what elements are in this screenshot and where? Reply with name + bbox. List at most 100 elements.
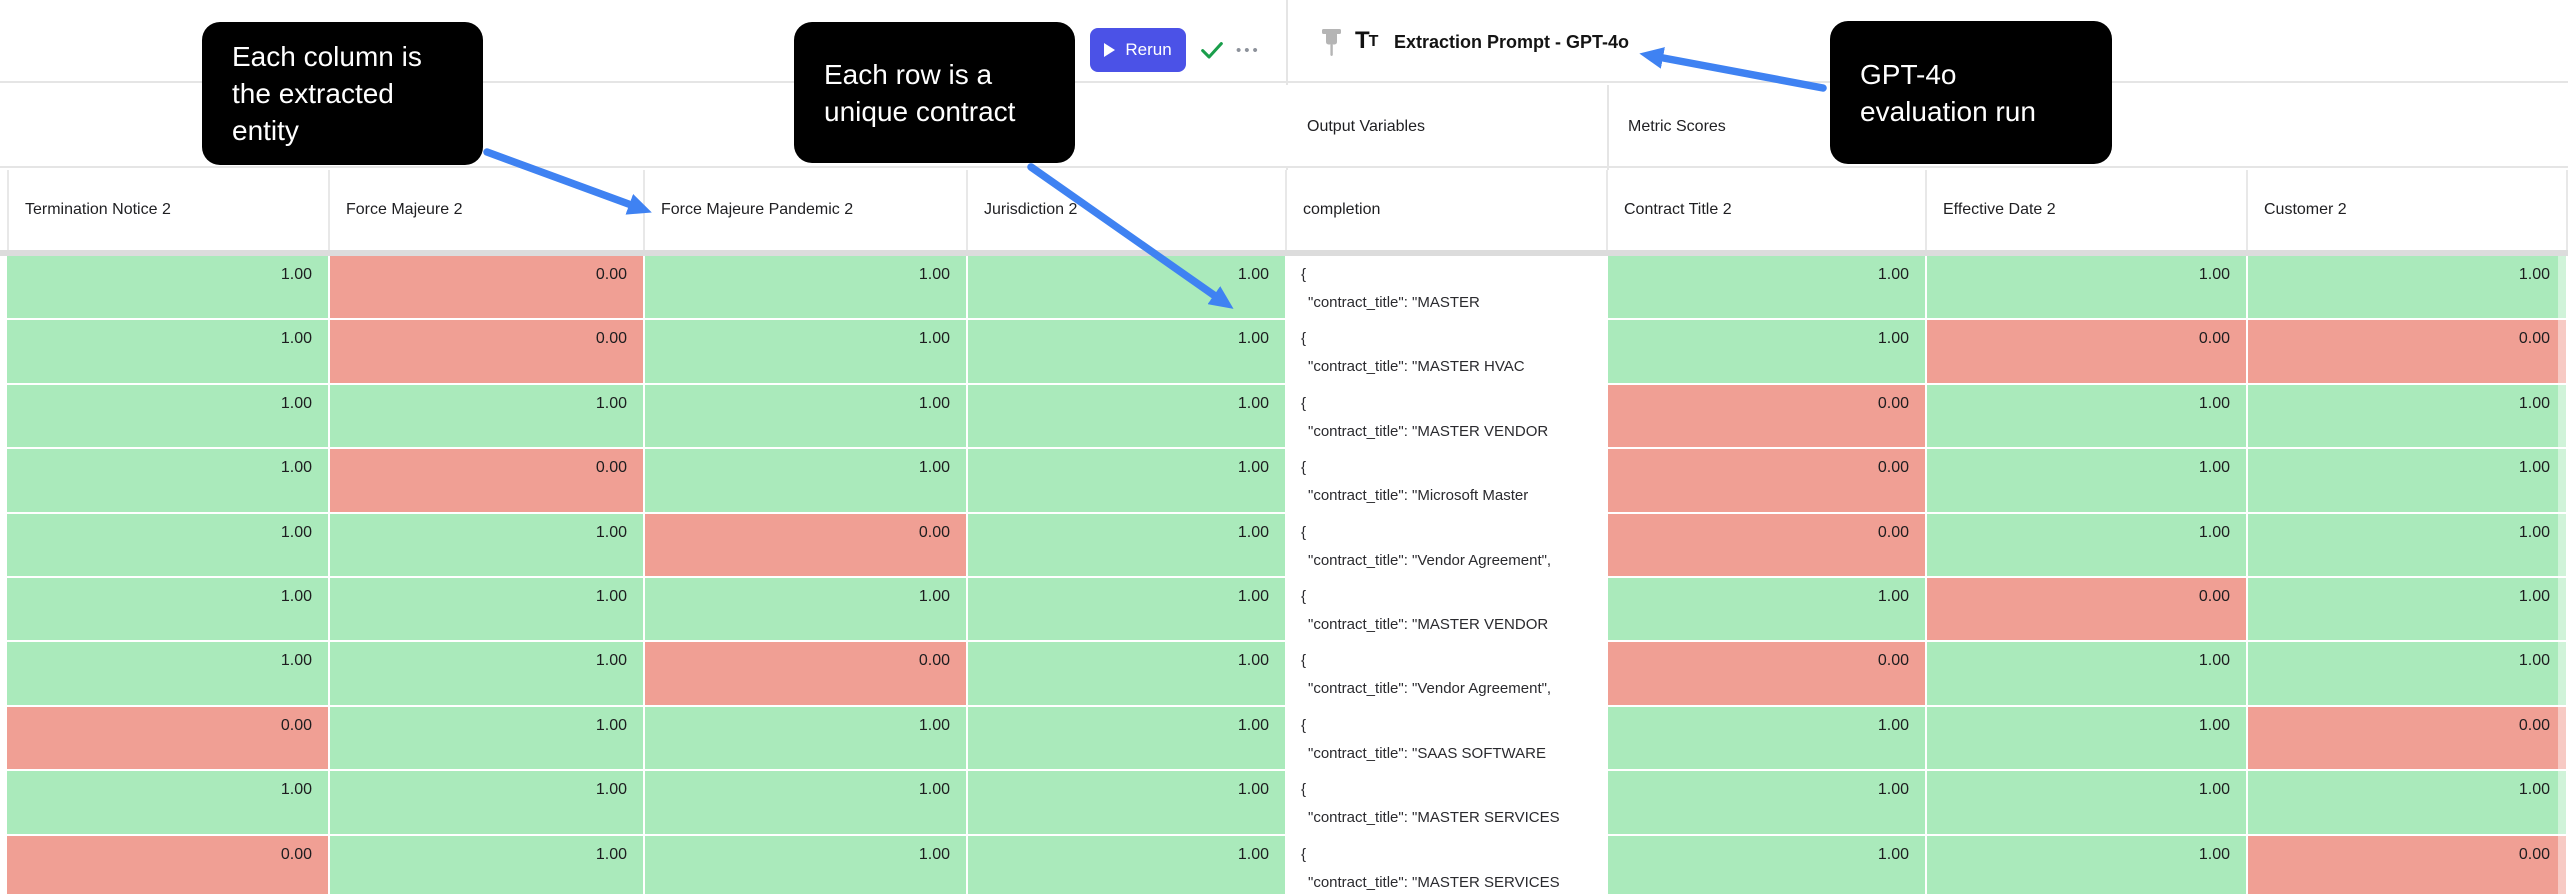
column-header[interactable]: Effective Date 2 — [1927, 170, 2248, 250]
score-cell[interactable]: 1.00 — [645, 577, 968, 643]
score-cell[interactable]: 1.00 — [968, 320, 1287, 385]
score-cell[interactable]: 0.00 — [330, 320, 645, 385]
vertical-scrollbar[interactable] — [2558, 256, 2568, 894]
score-cell[interactable]: 0.00 — [1608, 384, 1927, 450]
score-cell[interactable]: 1.00 — [330, 577, 645, 643]
score-cell[interactable]: 1.00 — [1608, 835, 1927, 894]
score-cell[interactable]: 1.00 — [645, 449, 968, 514]
completion-cell[interactable]: {"contract_title": "MASTER — [1287, 256, 1608, 321]
score-cell[interactable]: 1.00 — [7, 642, 330, 707]
score-cell[interactable]: 1.00 — [330, 771, 645, 836]
run-title: Extraction Prompt - GPT-4o — [1394, 32, 1630, 52]
score-cell[interactable]: 1.00 — [7, 513, 330, 578]
column-header[interactable]: Jurisdiction 2 — [968, 170, 1287, 250]
score-cell[interactable]: 1.00 — [645, 256, 968, 321]
score-cell[interactable]: 1.00 — [968, 771, 1287, 836]
score-cell[interactable]: 0.00 — [645, 642, 968, 707]
score-cell[interactable]: 0.00 — [2248, 835, 2568, 894]
completion-cell[interactable]: {"contract_title": "Vendor Agreement", — [1287, 513, 1608, 578]
score-cell[interactable]: 1.00 — [7, 320, 330, 385]
score-cell[interactable]: 1.00 — [645, 384, 968, 450]
score-cell[interactable]: 0.00 — [1927, 577, 2248, 643]
score-cell[interactable]: 1.00 — [645, 771, 968, 836]
callout-column: Each column is the extracted entity — [202, 22, 483, 165]
score-cell[interactable]: 1.00 — [1927, 449, 2248, 514]
score-cell[interactable]: 1.00 — [2248, 642, 2568, 707]
check-icon[interactable] — [1198, 36, 1226, 64]
score-cell[interactable]: 1.00 — [645, 320, 968, 385]
score-cell[interactable]: 1.00 — [968, 642, 1287, 707]
score-cell[interactable]: 1.00 — [7, 771, 330, 836]
score-cell[interactable]: 1.00 — [1927, 771, 2248, 836]
score-cell[interactable]: 1.00 — [330, 835, 645, 894]
column-header[interactable]: Termination Notice 2 — [7, 170, 330, 250]
more-options-icon[interactable]: ••• — [1236, 41, 1261, 59]
score-cell[interactable]: 0.00 — [1608, 513, 1927, 578]
column-header[interactable]: completion — [1287, 170, 1608, 250]
score-cell[interactable]: 1.00 — [645, 835, 968, 894]
score-cell[interactable]: 0.00 — [1608, 642, 1927, 707]
score-cell[interactable]: 1.00 — [2248, 577, 2568, 643]
column-header[interactable]: Contract Title 2 — [1608, 170, 1927, 250]
score-cell[interactable]: 1.00 — [1608, 706, 1927, 772]
completion-cell[interactable]: {"contract_title": "MASTER VENDOR — [1287, 577, 1608, 643]
score-cell[interactable]: 1.00 — [1608, 771, 1927, 836]
score-cell[interactable]: 1.00 — [1927, 384, 2248, 450]
score-cell[interactable]: 1.00 — [2248, 256, 2568, 321]
score-cell[interactable]: 1.00 — [968, 256, 1287, 321]
score-cell[interactable]: 1.00 — [330, 642, 645, 707]
completion-cell[interactable]: {"contract_title": "MASTER SERVICES — [1287, 835, 1608, 894]
score-cell[interactable]: 0.00 — [7, 835, 330, 894]
score-cell[interactable]: 1.00 — [2248, 771, 2568, 836]
section-label-metric-scores: Metric Scores — [1628, 117, 1726, 135]
score-cell[interactable]: 1.00 — [968, 706, 1287, 772]
completion-cell[interactable]: {"contract_title": "Vendor Agreement", — [1287, 642, 1608, 707]
score-cell[interactable]: 0.00 — [645, 513, 968, 578]
score-cell[interactable]: 1.00 — [968, 577, 1287, 643]
score-cell[interactable]: 1.00 — [1927, 642, 2248, 707]
score-cell[interactable]: 1.00 — [645, 706, 968, 772]
score-cell[interactable]: 0.00 — [330, 449, 645, 514]
column-header[interactable]: Force Majeure 2 — [330, 170, 645, 250]
score-cell[interactable]: 1.00 — [968, 384, 1287, 450]
column-header[interactable]: Force Majeure Pandemic 2 — [645, 170, 968, 250]
score-cell[interactable]: 0.00 — [1927, 320, 2248, 385]
score-cell[interactable]: 1.00 — [1927, 256, 2248, 321]
score-cell[interactable]: 1.00 — [1927, 513, 2248, 578]
score-cell[interactable]: 1.00 — [1608, 577, 1927, 643]
score-cell[interactable]: 1.00 — [7, 449, 330, 514]
play-icon — [1104, 43, 1116, 57]
score-cell[interactable]: 0.00 — [2248, 320, 2568, 385]
score-cell[interactable]: 1.00 — [330, 706, 645, 772]
score-cell[interactable]: 0.00 — [2248, 706, 2568, 772]
callout-row: Each row is a unique contract — [794, 22, 1075, 163]
score-cell[interactable]: 1.00 — [2248, 513, 2568, 578]
callout-row-text: Each row is a unique contract — [824, 58, 1016, 127]
score-cell[interactable]: 1.00 — [7, 256, 330, 321]
score-cell[interactable]: 1.00 — [7, 577, 330, 643]
score-cell[interactable]: 1.00 — [330, 513, 645, 578]
score-cell[interactable]: 0.00 — [1608, 449, 1927, 514]
score-cell[interactable]: 1.00 — [330, 384, 645, 450]
score-cell[interactable]: 1.00 — [7, 384, 330, 450]
data-grid: 1.00 0.00 1.00 1.00{"contract_title": "MAST… — [7, 256, 2568, 894]
completion-cell[interactable]: {"contract_title": "MASTER HVAC — [1287, 320, 1608, 385]
completion-cell[interactable]: {"contract_title": "MASTER VENDOR — [1287, 384, 1608, 450]
score-cell[interactable]: 0.00 — [7, 706, 330, 772]
score-cell[interactable]: 1.00 — [1608, 320, 1927, 385]
score-cell[interactable]: 1.00 — [2248, 384, 2568, 450]
score-cell[interactable]: 1.00 — [968, 835, 1287, 894]
completion-cell[interactable]: {"contract_title": "Microsoft Master — [1287, 449, 1608, 514]
score-cell[interactable]: 1.00 — [1608, 256, 1927, 321]
score-cell[interactable]: 1.00 — [1927, 706, 2248, 772]
score-cell[interactable]: 1.00 — [1927, 835, 2248, 894]
column-header[interactable]: Customer 2 — [2248, 170, 2568, 250]
score-cell[interactable]: 1.00 — [2248, 449, 2568, 514]
completion-cell[interactable]: {"contract_title": "SAAS SOFTWARE — [1287, 706, 1608, 772]
rerun-button[interactable]: Rerun — [1090, 28, 1186, 72]
score-cell[interactable]: 0.00 — [330, 256, 645, 321]
score-cell[interactable]: 1.00 — [968, 513, 1287, 578]
score-cell[interactable]: 1.00 — [968, 449, 1287, 514]
pin-icon[interactable] — [1318, 28, 1345, 58]
completion-cell[interactable]: {"contract_title": "MASTER SERVICES — [1287, 771, 1608, 836]
